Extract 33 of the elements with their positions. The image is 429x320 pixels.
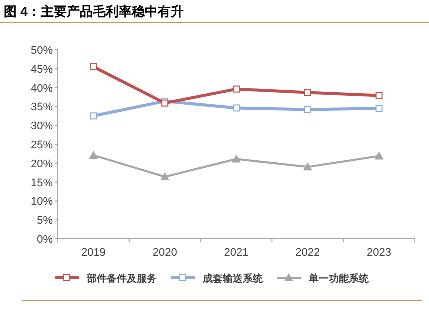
point	[303, 162, 312, 171]
point	[376, 105, 383, 112]
point	[90, 112, 98, 120]
y-tick-label: 30%	[30, 120, 54, 133]
y-tick-label: 25%	[30, 140, 54, 152]
x-tick-label: 2019	[81, 247, 106, 259]
y-tick-label: 20%	[30, 158, 54, 170]
legend-label: 部件备件及服务	[86, 273, 157, 285]
x-tick-label: 2021	[224, 247, 249, 259]
point	[304, 106, 312, 114]
legend-label: 单一功能系统	[308, 273, 370, 285]
y-tick-label: 50%	[30, 45, 54, 57]
y-tick-label: 40%	[30, 82, 54, 95]
point	[376, 92, 383, 100]
chart-title: 图 4：主要产品毛利率稳中有升	[4, 4, 184, 19]
y-tick-label: 15%	[30, 177, 54, 190]
y-tick-label: 5%	[37, 215, 54, 228]
legend-label: 成套输送系统	[202, 273, 264, 285]
point	[89, 150, 98, 159]
point	[233, 104, 240, 112]
point	[160, 172, 170, 181]
x-tick-label: 2020	[152, 247, 178, 259]
y-tick-label: 10%	[30, 196, 54, 208]
x-tick-label: 2023	[367, 247, 392, 259]
point	[374, 152, 384, 160]
point	[233, 86, 240, 93]
y-tick-label: 35%	[30, 102, 54, 114]
point	[90, 64, 98, 71]
point	[232, 154, 241, 163]
x-tick-label: 2022	[296, 247, 320, 259]
point	[304, 89, 312, 96]
y-tick-label: 0%	[37, 234, 54, 246]
y-tick-label: 45%	[30, 64, 54, 76]
